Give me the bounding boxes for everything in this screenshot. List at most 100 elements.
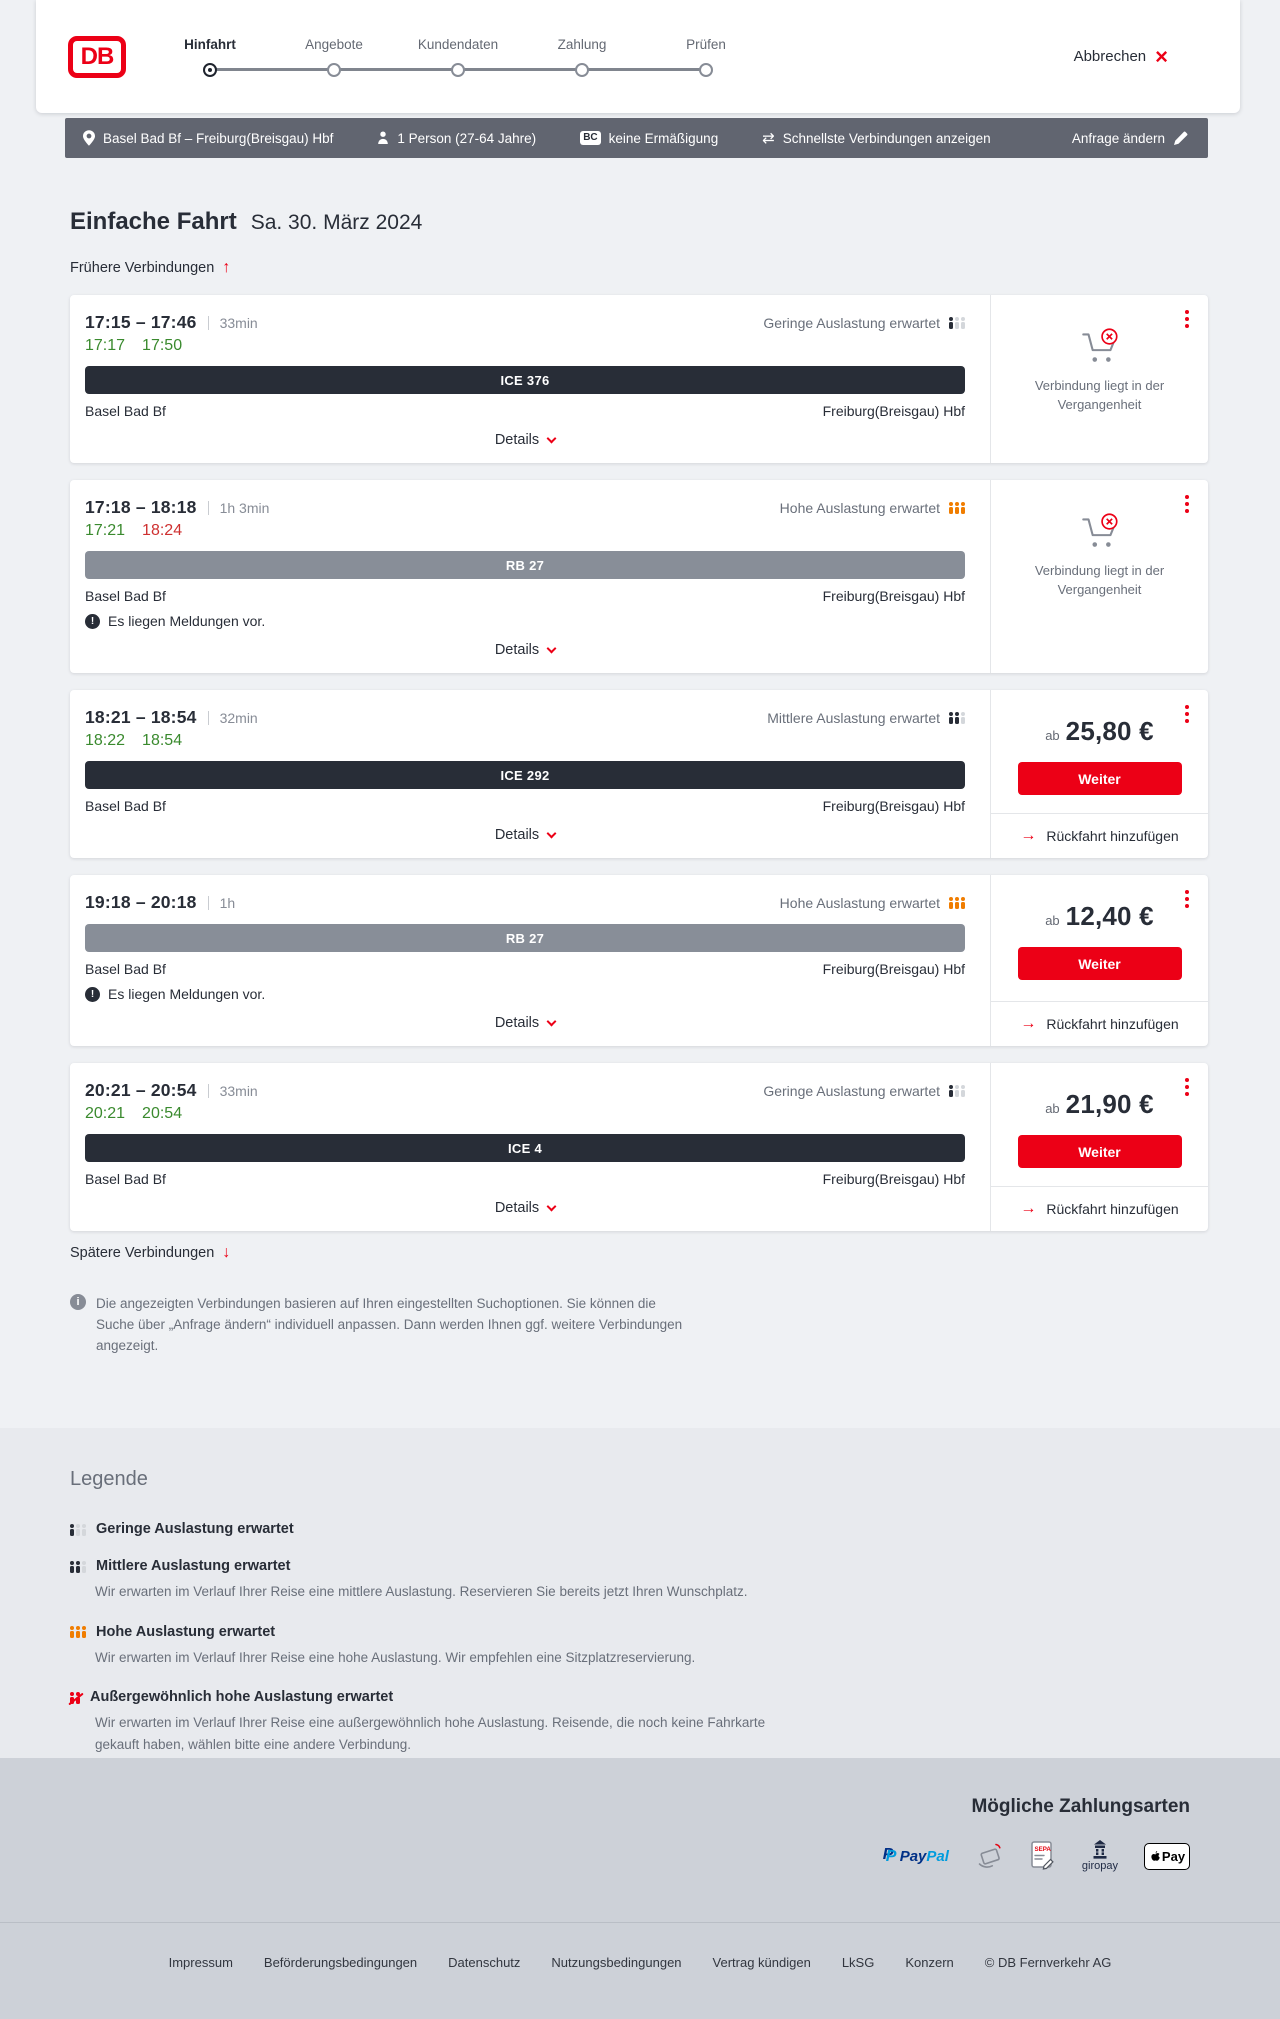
step-hinfahrt[interactable]: Hinfahrt <box>148 37 272 77</box>
add-return-button[interactable]: → Rückfahrt hinzufügen <box>991 813 1208 858</box>
arrow-right-icon: → <box>1020 1200 1037 1217</box>
connection-main: 19:18 – 20:18 1h Hohe Auslastung erwarte… <box>70 875 990 1046</box>
later-connections-link[interactable]: Spätere Verbindungen ↓ <box>70 1245 230 1262</box>
footer-link-konzern[interactable]: Konzern <box>905 1955 954 1970</box>
realtime-row: 18:22 18:54 <box>85 732 965 750</box>
past-connection-text: Verbindung liegt in der Vergangenheit <box>1034 378 1165 412</box>
booking-stepper: Hinfahrt Angebote Kundendaten Zahlung Pr… <box>148 37 768 77</box>
cancel-button[interactable]: Abbrechen × <box>1074 43 1168 69</box>
details-button[interactable]: Details <box>494 1015 557 1031</box>
occupancy-high-icon <box>70 1625 86 1639</box>
info-icon: i <box>70 1294 86 1310</box>
more-options-icon[interactable] <box>1183 888 1191 910</box>
db-logo[interactable]: DB <box>68 35 126 78</box>
step-label: Prüfen <box>686 36 726 52</box>
connection-side-panel: Verbindung liegt in der Vergangenheit <box>990 480 1208 673</box>
occupancy: Hohe Auslastung erwartet <box>780 895 965 911</box>
apple-pay-icon: Pay <box>1144 1842 1190 1870</box>
person-icon <box>378 131 389 144</box>
add-return-button[interactable]: → Rückfahrt hinzufügen <box>991 1186 1208 1231</box>
connection-header-row: 17:18 – 18:18 1h 3min Hohe Auslastung er… <box>85 497 965 518</box>
footer-link-lksg[interactable]: LkSG <box>841 1955 875 1970</box>
price-line: ab 25,80 € <box>1045 716 1154 747</box>
step-angebote[interactable]: Angebote <box>272 37 396 77</box>
footer-link-impressum[interactable]: Impressum <box>168 1955 233 1970</box>
footer-link-nutzungsbedingungen[interactable]: Nutzungsbedingungen <box>551 1955 682 1970</box>
continue-button[interactable]: Weiter <box>1017 762 1182 795</box>
divider <box>207 710 209 725</box>
destination-station: Freiburg(Breisgau) Hbf <box>822 961 965 977</box>
connection-card: 20:21 – 20:54 33min Geringe Auslastung e… <box>70 1063 1208 1231</box>
occupancy: Hohe Auslastung erwartet <box>780 500 965 516</box>
legend-item: Mittlere Auslastung erwartet <box>70 1558 1280 1574</box>
add-return-label: Rückfahrt hinzufügen <box>1046 828 1179 844</box>
payment-title: Mögliche Zahlungsarten <box>971 1796 1190 1817</box>
details-label: Details <box>494 1015 540 1031</box>
step-dot-icon <box>327 62 341 77</box>
occupancy-icon <box>949 711 965 724</box>
realtime-departure: 17:17 <box>85 337 126 354</box>
details-button[interactable]: Details <box>495 827 557 843</box>
add-return-label: Rückfahrt hinzufügen <box>1046 1016 1179 1032</box>
step-pruefen[interactable]: Prüfen <box>644 37 768 77</box>
warning-icon: ! <box>85 613 100 629</box>
details-button[interactable]: Details <box>495 432 557 448</box>
occupancy-label: Geringe Auslastung erwartet <box>763 1082 940 1099</box>
realtime-arrival: 20:54 <box>142 1105 183 1122</box>
location-pin-icon <box>83 130 95 146</box>
occupancy-extreme-icon <box>70 1691 80 1704</box>
details-button[interactable]: Details <box>495 1200 557 1216</box>
chevron-down-icon <box>546 433 557 443</box>
passenger-summary: 1 Person (27-64 Jahre) <box>377 131 536 146</box>
continue-button[interactable]: Weiter <box>1017 947 1182 980</box>
occupancy-icon <box>949 501 965 514</box>
legend-item: Hohe Auslastung erwartet <box>70 1624 1280 1640</box>
connection-card: 17:15 – 17:46 33min Geringe Auslastung e… <box>70 295 1208 463</box>
train-segment-bar: RB 27 <box>85 924 965 952</box>
connection-times: 19:18 – 20:18 <box>85 892 197 912</box>
close-icon: × <box>1155 43 1168 69</box>
message-text: Es liegen Meldungen vor. <box>108 613 266 629</box>
continue-button[interactable]: Weiter <box>1017 1135 1182 1168</box>
add-return-button[interactable]: → Rückfahrt hinzufügen <box>991 1001 1208 1046</box>
legend-item-description: Wir erwarten im Verlauf Ihrer Reise eine… <box>95 1715 766 1752</box>
occupancy: Geringe Auslastung erwartet <box>763 1083 965 1099</box>
price-prefix: ab <box>1045 913 1060 928</box>
connection-card: 19:18 – 20:18 1h Hohe Auslastung erwarte… <box>70 875 1208 1046</box>
step-label: Hinfahrt <box>184 36 236 52</box>
train-label: RB 27 <box>505 930 545 946</box>
price-value: 21,90 € <box>1065 1089 1154 1119</box>
footer-link-vertrag-kuendigen[interactable]: Vertrag kündigen <box>712 1955 811 1970</box>
origin-station: Basel Bad Bf <box>85 588 166 604</box>
credit-card-icon: Kreditkarte <box>978 1843 1001 1868</box>
legend-item-label: Hohe Auslastung erwartet <box>96 1623 276 1640</box>
footer-link-befoerderungsbedingungen[interactable]: Beförderungsbedingungen <box>263 1955 418 1970</box>
giropay-building-icon <box>1093 1840 1107 1859</box>
more-options-icon[interactable] <box>1183 1076 1191 1098</box>
earlier-connections-link[interactable]: Frühere Verbindungen ↑ <box>70 260 230 277</box>
step-zahlung[interactable]: Zahlung <box>520 37 644 77</box>
divider <box>207 895 209 910</box>
page-title: Einfache Fahrt <box>70 208 237 235</box>
realtime-arrival: 18:24 <box>142 522 183 539</box>
connection-times: 17:18 – 18:18 <box>85 497 197 517</box>
footer-link-datenschutz[interactable]: Datenschutz <box>448 1955 521 1970</box>
train-segment-bar: ICE 376 <box>85 366 965 394</box>
more-options-icon[interactable] <box>1183 493 1191 515</box>
legend-item-label: Mittlere Auslastung erwartet <box>96 1558 291 1574</box>
details-row: Details <box>85 1002 965 1046</box>
legend-item-description: Wir erwarten im Verlauf Ihrer Reise eine… <box>95 1649 696 1665</box>
more-options-icon[interactable] <box>1183 703 1191 725</box>
details-row: Details <box>85 629 965 673</box>
destination-station: Freiburg(Breisgau) Hbf <box>822 1171 965 1187</box>
legend-item-label: Geringe Auslastung erwartet <box>96 1521 294 1537</box>
change-request-button[interactable]: Anfrage ändern <box>1072 131 1188 146</box>
step-kundendaten[interactable]: Kundendaten <box>396 37 520 77</box>
occupancy-icon <box>949 896 965 909</box>
details-button[interactable]: Details <box>495 642 557 658</box>
divider <box>207 500 209 515</box>
more-options-icon[interactable] <box>1183 308 1191 330</box>
train-segment-bar: ICE 4 <box>85 1134 965 1162</box>
discount-text: keine Ermäßigung <box>608 130 719 146</box>
connection-times: 18:21 – 18:54 <box>85 707 197 727</box>
